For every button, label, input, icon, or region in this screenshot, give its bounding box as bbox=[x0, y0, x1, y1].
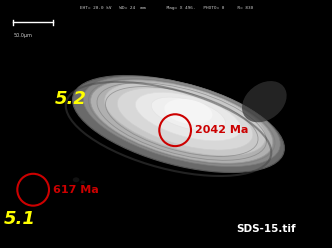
Text: 50.0μm: 50.0μm bbox=[13, 33, 32, 38]
Text: 617 Ma: 617 Ma bbox=[53, 185, 99, 195]
Ellipse shape bbox=[164, 99, 212, 124]
Ellipse shape bbox=[151, 97, 225, 131]
Ellipse shape bbox=[135, 92, 241, 141]
Ellipse shape bbox=[80, 181, 85, 184]
Ellipse shape bbox=[83, 76, 280, 167]
Ellipse shape bbox=[105, 82, 266, 156]
Ellipse shape bbox=[72, 75, 285, 173]
Ellipse shape bbox=[73, 177, 79, 182]
Ellipse shape bbox=[91, 80, 273, 163]
Text: SDS-15.tif: SDS-15.tif bbox=[236, 224, 296, 234]
Text: 5.2: 5.2 bbox=[55, 90, 87, 108]
Text: EHT= 20.0 kV   WD= 24  mm        Mag= X 496.   PHOTO= 0     R= 830: EHT= 20.0 kV WD= 24 mm Mag= X 496. PHOTO… bbox=[80, 6, 254, 10]
Text: 2042 Ma: 2042 Ma bbox=[195, 125, 248, 135]
Ellipse shape bbox=[117, 88, 253, 150]
Text: 5.1: 5.1 bbox=[4, 211, 36, 228]
Ellipse shape bbox=[242, 81, 287, 122]
